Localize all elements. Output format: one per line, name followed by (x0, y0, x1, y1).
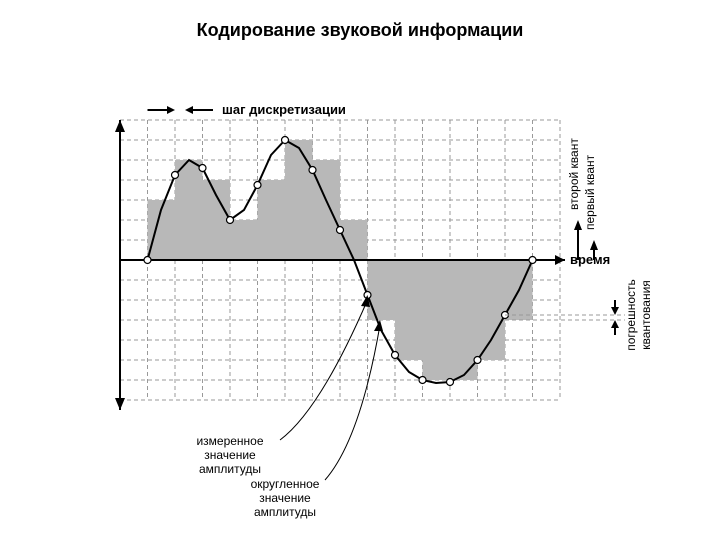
svg-text:значение: значение (259, 491, 311, 505)
y-axis-arrow-down (115, 398, 125, 410)
second-quant-label: второй квант (567, 138, 581, 210)
quant-level-indicators: второй квант первый квант (567, 138, 598, 260)
sampling-step-indicator (148, 106, 214, 114)
rounded-value-annotation: округленное значение амплитуды (251, 320, 383, 519)
svg-text:округленное: округленное (251, 477, 320, 491)
page-title: Кодирование звуковой информации (0, 20, 720, 41)
x-axis-label: время (570, 252, 610, 267)
measured-value-annotation: измеренное значение амплитуды (196, 295, 370, 476)
svg-text:измеренное: измеренное (196, 434, 263, 448)
quant-error-label-1: погрешность (624, 279, 638, 351)
svg-text:значение: значение (204, 448, 256, 462)
svg-text:амплитуды: амплитуды (199, 462, 261, 476)
svg-text:амплитуды: амплитуды (254, 505, 316, 519)
first-quant-label: первый квант (583, 154, 597, 230)
quant-error-label-2: квантования (639, 280, 653, 350)
chart-svg: шаг дискретизации шаг дискретизации ампл… (80, 100, 700, 520)
y-axis-arrow-up (115, 120, 125, 132)
quantization-chart: шаг дискретизации шаг дискретизации ампл… (80, 100, 620, 470)
sampling-step-label-underline: шаг дискретизации (222, 102, 346, 117)
